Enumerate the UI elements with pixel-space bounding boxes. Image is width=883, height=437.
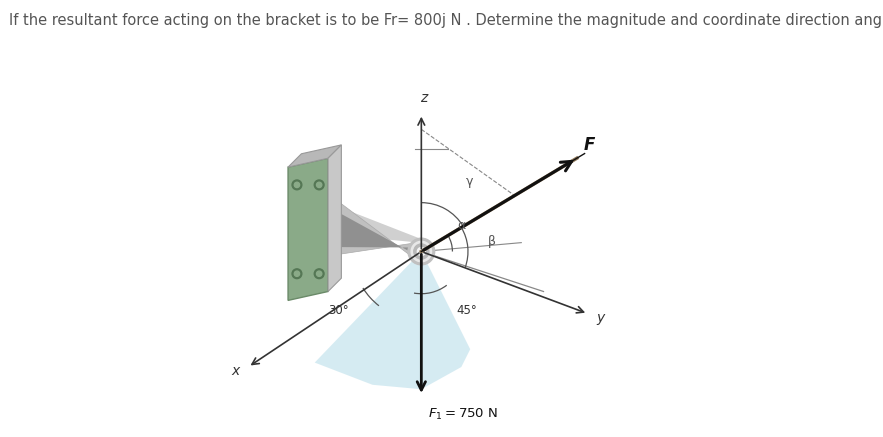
Text: γ: γ bbox=[465, 175, 473, 188]
Polygon shape bbox=[288, 158, 328, 300]
Polygon shape bbox=[337, 212, 417, 256]
Circle shape bbox=[418, 247, 426, 256]
Text: 30°: 30° bbox=[328, 304, 349, 317]
Text: β: β bbox=[488, 235, 496, 248]
Text: α: α bbox=[457, 219, 465, 232]
Circle shape bbox=[411, 241, 432, 262]
Polygon shape bbox=[328, 203, 419, 243]
Circle shape bbox=[292, 180, 302, 190]
Circle shape bbox=[292, 269, 302, 279]
Circle shape bbox=[294, 271, 299, 276]
Polygon shape bbox=[328, 194, 417, 260]
Circle shape bbox=[316, 271, 321, 276]
Circle shape bbox=[316, 182, 321, 187]
Text: $F_1 = 750$ N: $F_1 = 750$ N bbox=[428, 407, 498, 422]
Text: 45°: 45° bbox=[457, 304, 478, 317]
Circle shape bbox=[314, 180, 324, 190]
Text: If the resultant force acting on the bracket is to be Fr= 800j N . Determine the: If the resultant force acting on the bra… bbox=[9, 13, 883, 28]
Polygon shape bbox=[314, 252, 471, 389]
Text: z: z bbox=[420, 91, 427, 105]
Circle shape bbox=[408, 238, 434, 265]
Circle shape bbox=[294, 182, 299, 187]
Circle shape bbox=[314, 269, 324, 279]
Text: F: F bbox=[584, 136, 595, 154]
Circle shape bbox=[414, 244, 429, 259]
Text: x: x bbox=[231, 364, 239, 378]
Text: y: y bbox=[597, 311, 605, 325]
Polygon shape bbox=[288, 145, 342, 167]
Polygon shape bbox=[328, 145, 342, 291]
